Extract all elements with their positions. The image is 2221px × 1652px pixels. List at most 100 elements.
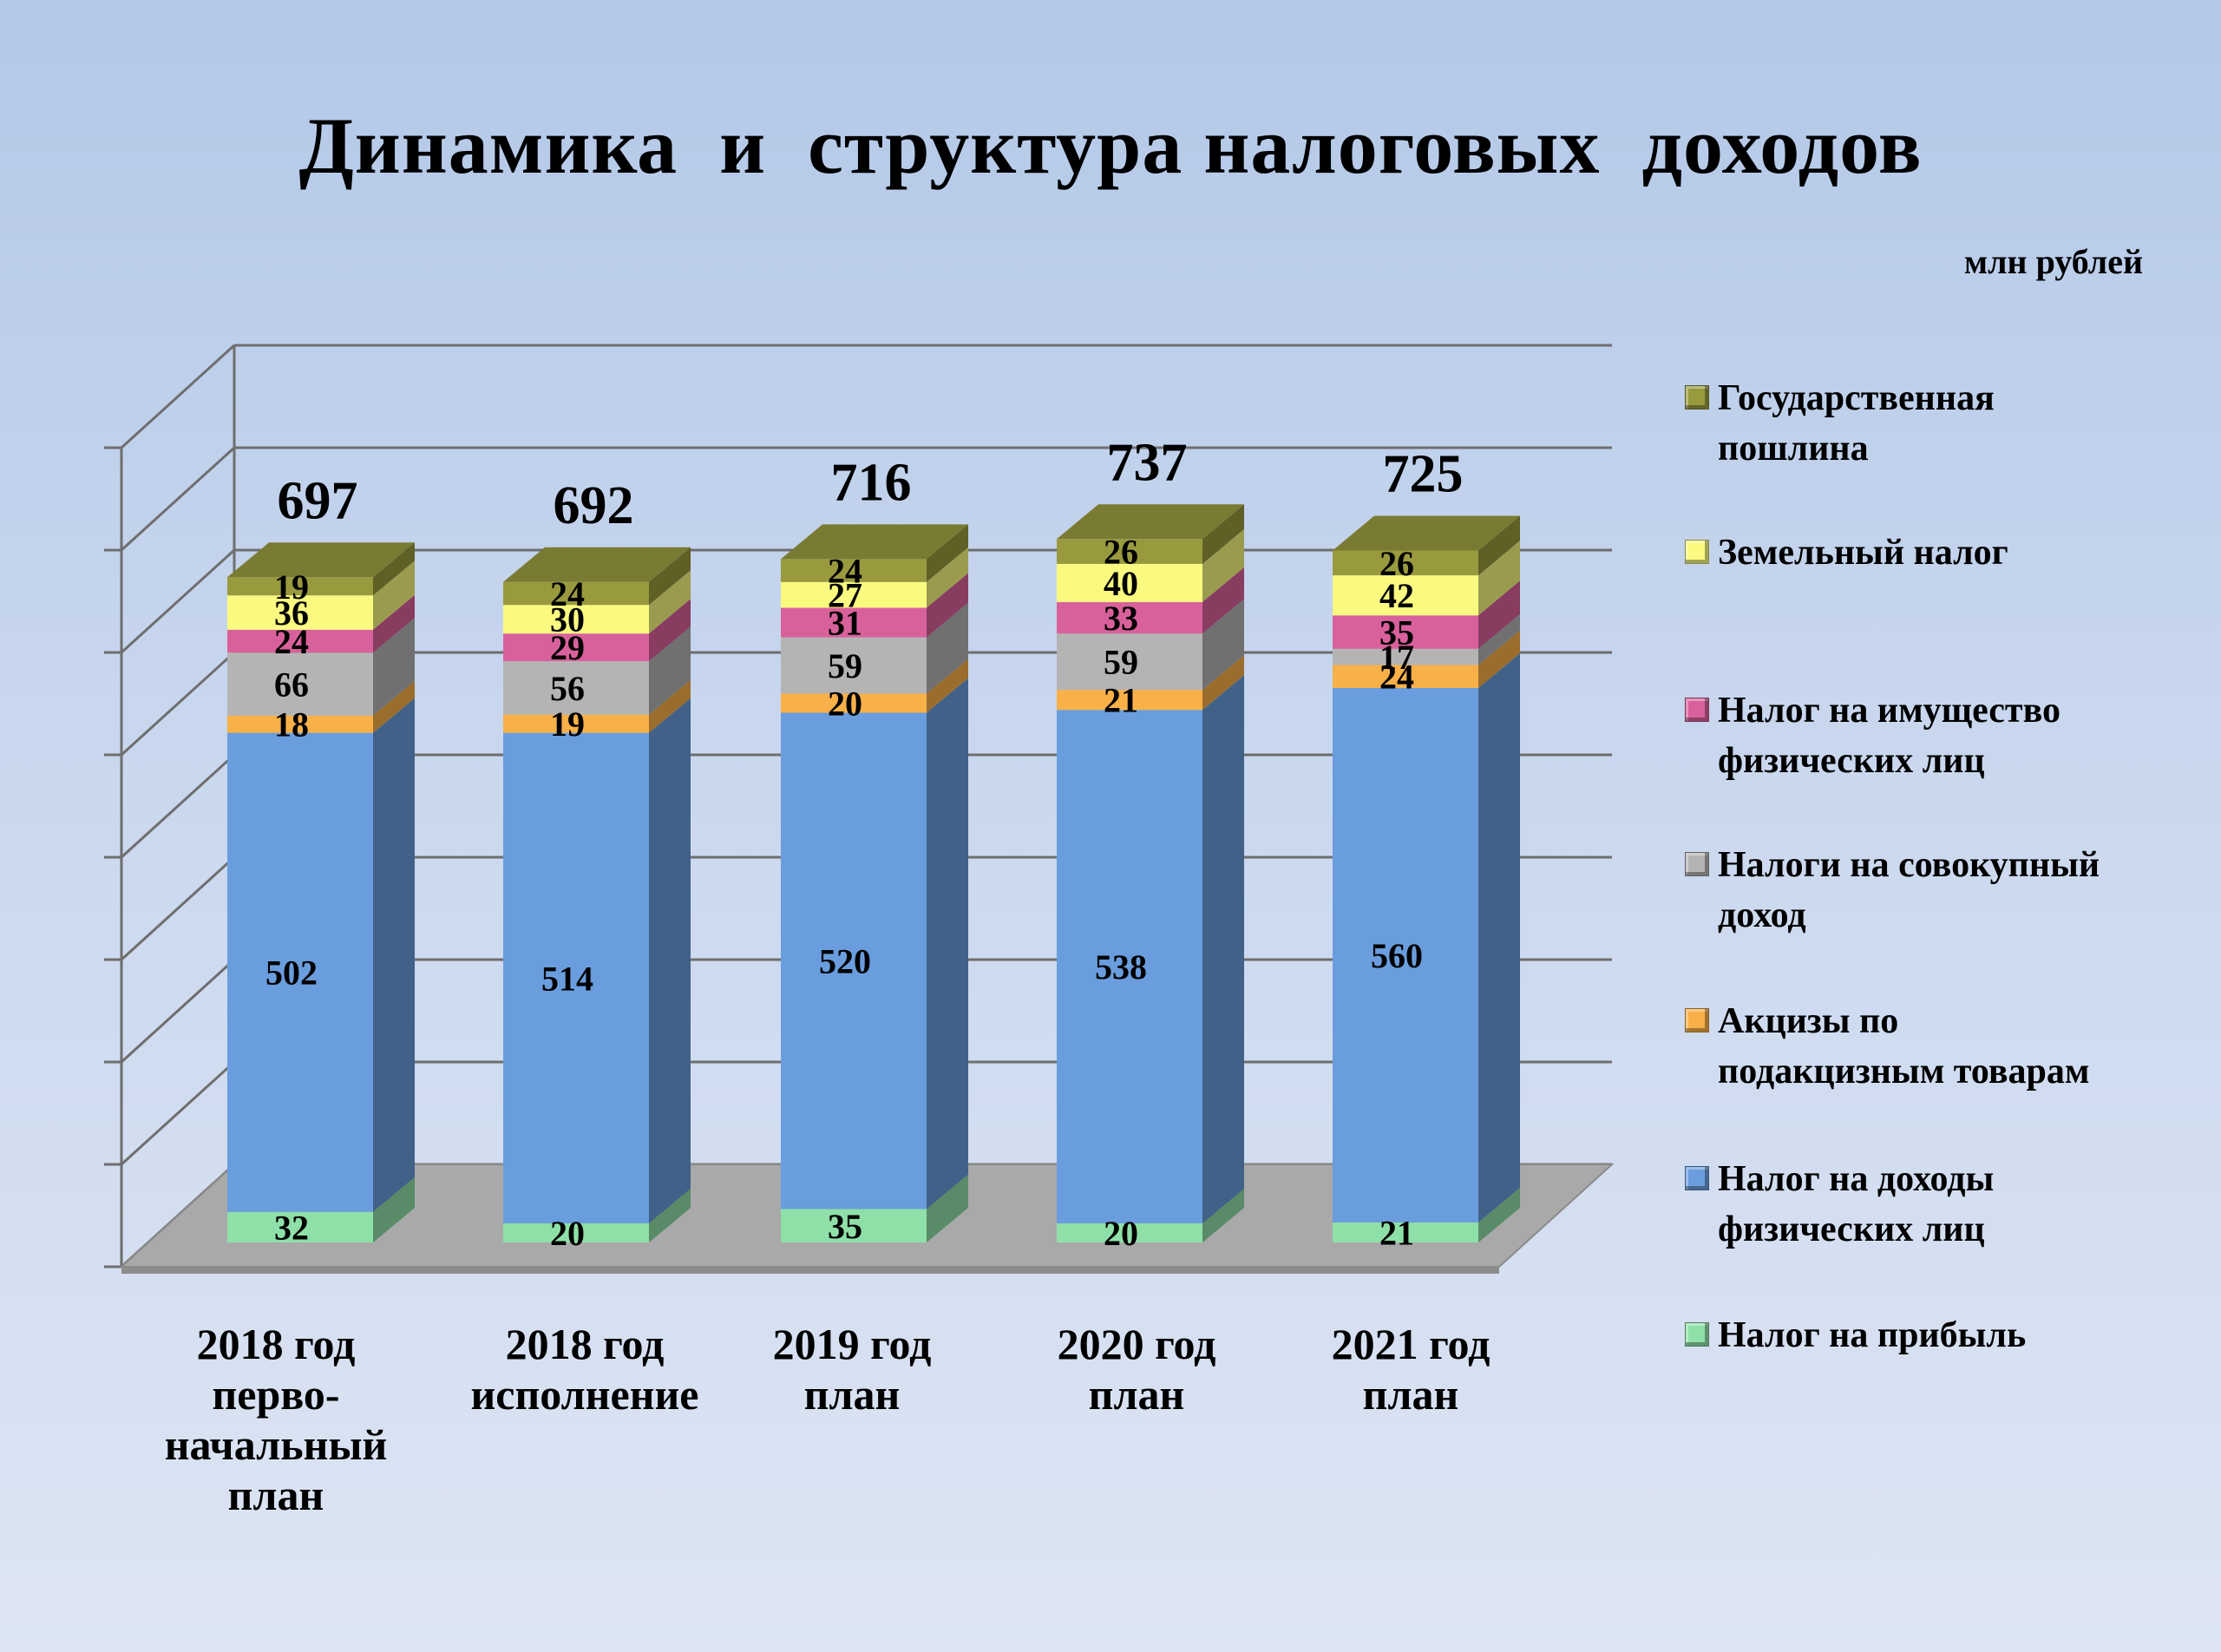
bar-segment bbox=[227, 715, 373, 733]
bar-segment-side bbox=[649, 599, 691, 662]
data-label: 24 bbox=[1379, 658, 1414, 697]
data-label: 27 bbox=[828, 576, 862, 615]
bar-segment bbox=[227, 1211, 373, 1242]
x-axis-label-line: исполнение bbox=[470, 1370, 699, 1419]
bar-segment-side bbox=[1478, 515, 1520, 576]
bar-stack bbox=[781, 524, 968, 1242]
total-label: 737 bbox=[1107, 433, 1188, 492]
gridline-left bbox=[120, 548, 236, 654]
bar-segment bbox=[503, 661, 649, 715]
units-label: млн рублей bbox=[1963, 242, 2143, 281]
x-axis-label: 2021 год план bbox=[1268, 1319, 1554, 1419]
bar-segment-side bbox=[1478, 541, 1520, 616]
bar-segment bbox=[503, 1223, 649, 1242]
x-axis-label-line: 2018 год bbox=[505, 1320, 665, 1368]
bar-stack bbox=[1057, 504, 1244, 1242]
total-label: 725 bbox=[1383, 445, 1464, 504]
stacked-bar-chart: 3250218662436196972051419562930246923552… bbox=[104, 344, 1615, 1274]
bar-stack bbox=[227, 542, 415, 1242]
bar-segment-side bbox=[927, 573, 968, 638]
bar-segment bbox=[1333, 665, 1478, 688]
bar-segment-side bbox=[927, 1174, 968, 1242]
data-label: 66 bbox=[274, 665, 309, 705]
bar-stack bbox=[503, 547, 691, 1242]
bar-segment bbox=[1333, 1222, 1478, 1242]
x-axis-label: 2019 год план bbox=[709, 1319, 995, 1419]
bar-segment bbox=[1057, 539, 1202, 564]
bar-segment-side bbox=[927, 659, 968, 713]
legend-swatch bbox=[1685, 852, 1709, 876]
data-label: 24 bbox=[550, 574, 585, 613]
gridline-left bbox=[120, 344, 236, 449]
bar-segment bbox=[1333, 575, 1478, 616]
gridline-left bbox=[120, 446, 236, 552]
x-axis-label-line: план bbox=[227, 1471, 324, 1519]
bar-segment bbox=[1333, 550, 1478, 576]
legend-label-line: Налоги на совокупный bbox=[1718, 845, 2100, 885]
bar-segment bbox=[503, 732, 649, 1223]
x-axis-label-line: план bbox=[803, 1370, 901, 1419]
x-axis-label-line: начальный bbox=[164, 1420, 388, 1469]
data-label: 21 bbox=[1104, 681, 1138, 720]
bar-segment bbox=[781, 607, 927, 638]
data-label: 560 bbox=[1371, 936, 1423, 975]
x-axis-label-line: перво- bbox=[212, 1370, 340, 1419]
bar-segment bbox=[781, 559, 927, 582]
bar-segment-side bbox=[373, 1177, 415, 1242]
legend-swatch bbox=[1685, 1166, 1709, 1190]
legend-label-line: доход bbox=[1718, 895, 1806, 935]
data-label: 20 bbox=[1104, 1214, 1138, 1253]
data-label: 36 bbox=[274, 593, 309, 633]
bar-segment bbox=[227, 732, 373, 1212]
legend-swatch bbox=[1685, 385, 1709, 410]
bar-top bbox=[227, 542, 415, 578]
bar-segment-side bbox=[373, 698, 415, 1212]
legend-label-line: Земельный налог bbox=[1718, 533, 2008, 573]
data-label: 18 bbox=[274, 705, 309, 744]
bar-segment-side bbox=[1202, 567, 1244, 634]
bar-segment bbox=[503, 714, 649, 733]
legend-label-line: физических лиц bbox=[1718, 1210, 1985, 1249]
gridline-left bbox=[120, 1060, 236, 1166]
chart-bars bbox=[227, 504, 1520, 1242]
bar-segment bbox=[1333, 687, 1478, 1223]
bar-stack bbox=[1333, 515, 1520, 1242]
bar-segment-side bbox=[927, 602, 968, 694]
gridline-left bbox=[120, 651, 236, 757]
bar-segment bbox=[1333, 615, 1478, 649]
chart-title: Динамика и структура налоговых доходов bbox=[298, 102, 1923, 190]
bar-segment bbox=[1057, 563, 1202, 602]
bar-segment bbox=[503, 633, 649, 662]
bar-segment bbox=[503, 605, 649, 634]
bar-segment-side bbox=[1478, 613, 1520, 665]
bar-segment bbox=[227, 652, 373, 716]
x-axis-label-line: 2019 год bbox=[772, 1320, 932, 1368]
bar-segment bbox=[227, 595, 373, 630]
bar-segment-side bbox=[649, 679, 691, 733]
legend-swatch bbox=[1685, 698, 1709, 722]
bar-segment-side bbox=[1202, 1189, 1244, 1242]
bar-segment-side bbox=[373, 542, 415, 596]
data-label: 56 bbox=[550, 669, 585, 708]
legend-swatch bbox=[1685, 540, 1709, 564]
bar-segment bbox=[1057, 710, 1202, 1223]
bar-segment bbox=[781, 712, 927, 1210]
bar-segment-side bbox=[649, 547, 691, 606]
data-label: 40 bbox=[1104, 564, 1138, 603]
bar-segment bbox=[1057, 633, 1202, 691]
data-label: 538 bbox=[1095, 947, 1147, 987]
legend-label: Налог на имущество физических лиц bbox=[1718, 685, 2221, 786]
gridline-left bbox=[120, 856, 236, 961]
bar-segment-side bbox=[927, 678, 968, 1210]
bar-segment bbox=[503, 581, 649, 606]
data-label: 42 bbox=[1379, 576, 1414, 615]
gridline-left bbox=[120, 958, 236, 1064]
bar-segment-side bbox=[1202, 675, 1244, 1223]
bar-segment-side bbox=[1478, 580, 1520, 649]
legend-label: Земельный налог bbox=[1718, 528, 2221, 578]
legend-label-line: подакцизным товарам bbox=[1718, 1052, 2090, 1092]
legend-label-line: физических лиц bbox=[1718, 741, 1985, 781]
bar-top bbox=[503, 547, 691, 582]
data-label: 502 bbox=[265, 954, 318, 993]
data-label: 30 bbox=[550, 600, 585, 639]
